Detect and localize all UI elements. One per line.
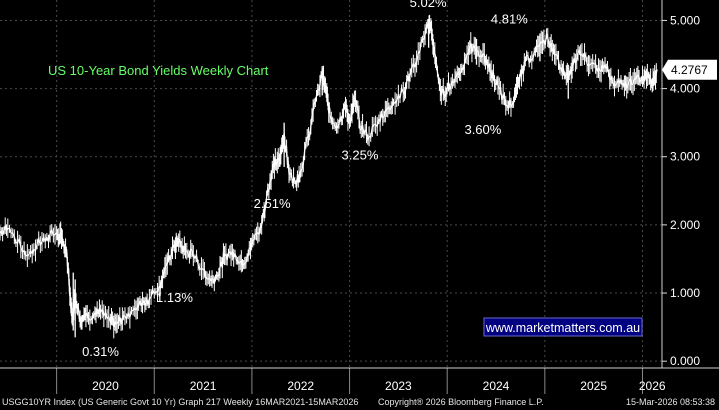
annotation-label: 1.13%: [156, 290, 193, 305]
x-tick-label: 2022: [287, 379, 314, 393]
x-tick-label: 2023: [385, 379, 412, 393]
last-value-box: [662, 59, 717, 80]
last-value-label: 4.2767: [671, 63, 708, 77]
x-tick-label: 2020: [92, 379, 119, 393]
watermark-box: [483, 317, 643, 337]
footer-copyright: Copyright® 2026 Bloomberg Finance L.P.: [378, 397, 544, 407]
footer-timestamp: 15-Mar-2026 08:53:38: [625, 397, 715, 407]
y-tick-label: 4.000: [670, 82, 700, 96]
x-tick-label: 2025: [580, 379, 607, 393]
watermark-text: www.marketmatters.com.au: [485, 321, 640, 335]
y-tick-label: 3.000: [670, 150, 700, 164]
x-tick-label: 2026: [639, 379, 666, 393]
annotation-label: 3.60%: [464, 122, 501, 137]
y-tick-label: 0.000: [670, 354, 700, 368]
y-tick-label: 5.000: [670, 13, 700, 27]
annotation-label: 0.31%: [82, 344, 119, 359]
x-tick-label: 2021: [190, 379, 217, 393]
y-tick-label: 2.000: [670, 218, 700, 232]
footer-source: USGG10YR Index (US Generic Govt 10 Yr) G…: [2, 397, 359, 407]
annotation-label: 4.81%: [491, 11, 528, 26]
annotation-label: 3.25%: [342, 148, 379, 163]
yield-line: [0, 23, 658, 328]
y-tick-label: 1.000: [670, 286, 700, 300]
annotation-label: 2.51%: [254, 196, 291, 211]
annotation-label: 5.02%: [410, 0, 447, 10]
footer-bar: USGG10YR Index (US Generic Govt 10 Yr) G…: [0, 394, 719, 410]
x-tick-label: 2024: [483, 379, 510, 393]
chart-title: US 10-Year Bond Yields Weekly Chart: [48, 63, 269, 78]
